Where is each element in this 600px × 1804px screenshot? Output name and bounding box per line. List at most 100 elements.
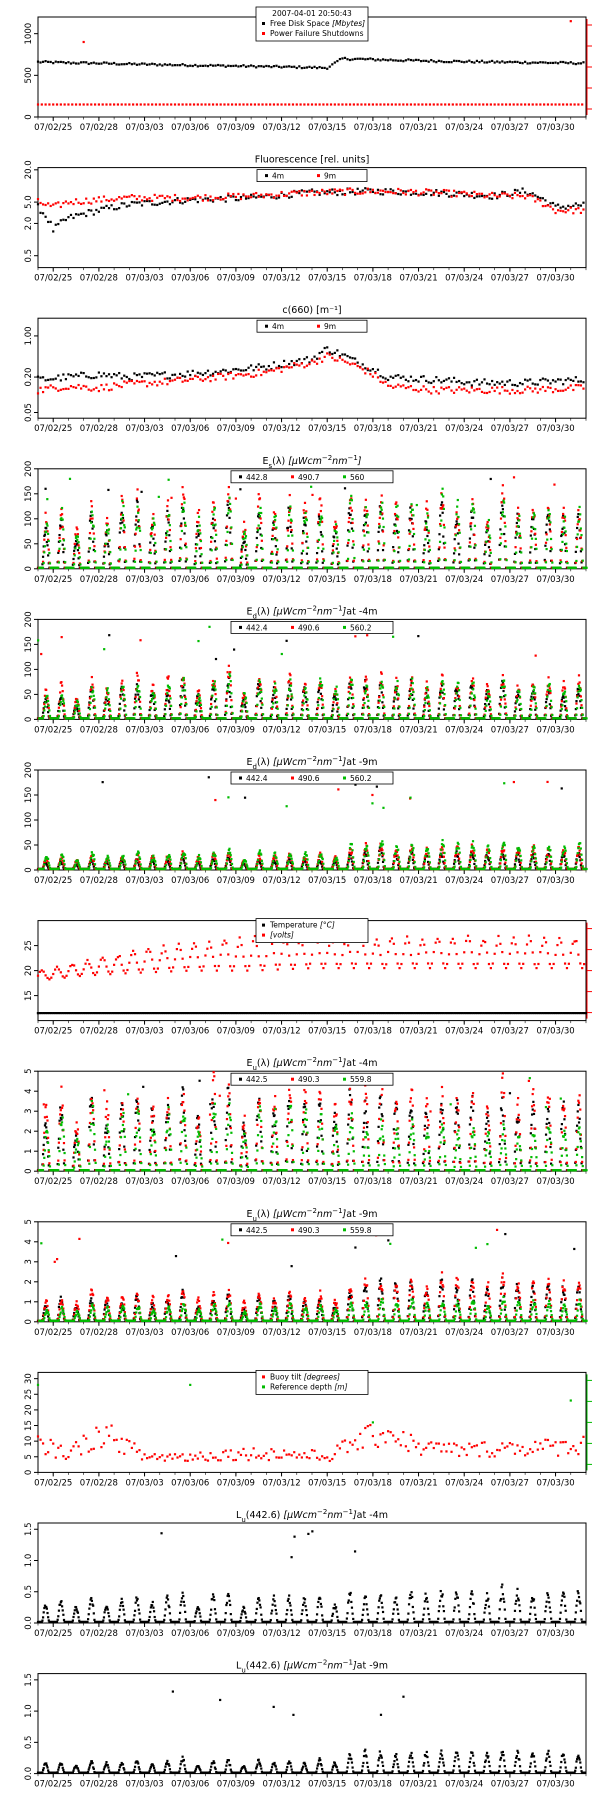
data-point	[250, 64, 252, 66]
data-point	[422, 567, 424, 569]
data-point	[95, 62, 97, 64]
data-point	[240, 567, 242, 569]
data-point	[270, 193, 272, 195]
data-point	[529, 62, 531, 64]
data-point	[572, 380, 574, 382]
data-point	[139, 545, 141, 547]
data-point	[207, 197, 209, 199]
data-point	[57, 374, 59, 376]
data-point	[483, 567, 485, 569]
data-point	[250, 196, 252, 198]
data-point	[372, 376, 374, 378]
data-point	[423, 191, 425, 193]
data-point	[246, 561, 248, 563]
data-point	[514, 567, 516, 569]
data-point	[275, 515, 277, 517]
data-point	[420, 389, 422, 391]
data-point	[305, 524, 307, 526]
data-point	[239, 488, 241, 490]
data-point	[334, 359, 336, 361]
legend-label: 9m	[324, 322, 336, 331]
data-point	[420, 192, 422, 194]
data-point	[197, 201, 199, 203]
data-point	[305, 701, 307, 703]
data-point	[240, 373, 242, 375]
data-point	[499, 528, 501, 530]
data-point	[77, 544, 79, 546]
data-point	[268, 194, 270, 196]
data-point	[501, 492, 503, 494]
data-point	[521, 562, 523, 564]
data-point	[98, 63, 100, 65]
data-point	[514, 192, 516, 194]
data-point	[83, 41, 85, 43]
x-tick-label: 07/03/06	[171, 424, 209, 434]
data-point	[95, 561, 97, 563]
data-point	[230, 65, 232, 67]
data-point	[367, 58, 369, 60]
data-point	[372, 189, 374, 191]
data-point	[311, 359, 313, 361]
data-point	[166, 534, 168, 536]
data-point	[486, 61, 488, 63]
data-point	[319, 66, 321, 68]
data-point	[171, 200, 173, 202]
data-point	[430, 194, 432, 196]
data-point	[417, 59, 419, 61]
data-point	[379, 513, 381, 515]
y-tick-label: 20.0	[24, 160, 34, 179]
data-point	[214, 529, 216, 531]
data-point	[383, 544, 385, 546]
data-point	[482, 103, 484, 105]
data-point	[306, 519, 308, 521]
data-point	[337, 543, 339, 545]
data-point	[125, 560, 127, 562]
data-point	[149, 562, 151, 564]
data-point	[199, 196, 201, 198]
data-point	[174, 379, 176, 381]
data-point	[148, 567, 150, 569]
data-point	[308, 561, 310, 563]
data-point	[98, 390, 100, 392]
data-point	[222, 198, 224, 200]
data-point	[530, 534, 532, 536]
data-point	[518, 519, 520, 521]
data-point	[184, 197, 186, 199]
series-490-7	[38, 473, 588, 569]
data-point	[549, 387, 551, 389]
data-point	[453, 552, 455, 554]
data-point	[90, 202, 92, 204]
data-point	[131, 194, 133, 196]
data-point	[393, 561, 395, 563]
data-point	[182, 103, 184, 105]
data-point	[572, 389, 574, 391]
data-point	[44, 545, 46, 547]
x-tick-label: 07/02/25	[34, 123, 72, 133]
data-point	[181, 486, 183, 488]
data-point	[287, 527, 289, 529]
data-point	[488, 61, 490, 63]
data-point	[519, 533, 521, 535]
data-point	[283, 66, 285, 68]
data-point	[331, 567, 333, 569]
x-tick-label: 07/03/15	[308, 274, 346, 284]
data-point	[458, 386, 460, 388]
data-point	[170, 103, 172, 105]
data-point	[169, 529, 171, 531]
data-point	[195, 547, 197, 549]
data-point	[95, 376, 97, 378]
data-point	[126, 196, 128, 198]
data-point	[155, 103, 157, 105]
x-tick-label: 07/03/18	[354, 725, 392, 735]
data-point	[296, 67, 298, 69]
data-point	[414, 103, 416, 105]
data-point	[339, 58, 341, 60]
data-point	[263, 66, 265, 68]
data-point	[91, 514, 93, 516]
data-point	[76, 528, 78, 530]
data-point	[455, 511, 457, 513]
data-point	[133, 567, 135, 569]
data-point	[247, 373, 249, 375]
data-point	[463, 191, 465, 193]
data-point	[195, 562, 197, 564]
